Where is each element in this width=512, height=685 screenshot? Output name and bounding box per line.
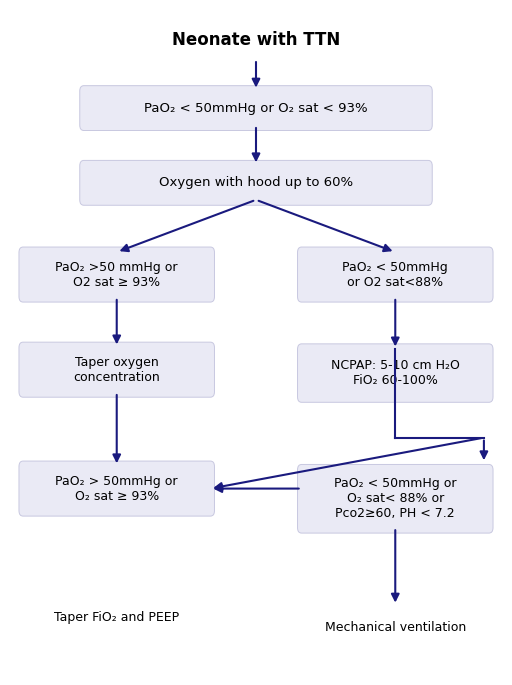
- FancyBboxPatch shape: [297, 247, 493, 302]
- FancyBboxPatch shape: [19, 247, 215, 302]
- Text: PaO₂ < 50mmHg or
O₂ sat< 88% or
Pco2≥60, PH < 7.2: PaO₂ < 50mmHg or O₂ sat< 88% or Pco2≥60,…: [334, 477, 457, 521]
- Text: PaO₂ < 50mmHg or O₂ sat < 93%: PaO₂ < 50mmHg or O₂ sat < 93%: [144, 101, 368, 114]
- Text: NCPAP: 5-10 cm H₂O
FiO₂ 60-100%: NCPAP: 5-10 cm H₂O FiO₂ 60-100%: [331, 359, 460, 387]
- FancyBboxPatch shape: [19, 461, 215, 516]
- FancyBboxPatch shape: [297, 464, 493, 533]
- FancyBboxPatch shape: [80, 86, 432, 131]
- Text: Oxygen with hood up to 60%: Oxygen with hood up to 60%: [159, 176, 353, 189]
- Text: Mechanical ventilation: Mechanical ventilation: [325, 621, 466, 634]
- FancyBboxPatch shape: [80, 160, 432, 206]
- Text: PaO₂ > 50mmHg or
O₂ sat ≥ 93%: PaO₂ > 50mmHg or O₂ sat ≥ 93%: [55, 475, 178, 503]
- FancyBboxPatch shape: [19, 342, 215, 397]
- Text: PaO₂ >50 mmHg or
O2 sat ≥ 93%: PaO₂ >50 mmHg or O2 sat ≥ 93%: [55, 260, 178, 288]
- Text: PaO₂ < 50mmHg
or O2 sat<88%: PaO₂ < 50mmHg or O2 sat<88%: [343, 260, 448, 288]
- Text: Taper FiO₂ and PEEP: Taper FiO₂ and PEEP: [54, 611, 179, 624]
- Text: Taper oxygen
concentration: Taper oxygen concentration: [73, 356, 160, 384]
- FancyBboxPatch shape: [297, 344, 493, 402]
- Text: Neonate with TTN: Neonate with TTN: [172, 31, 340, 49]
